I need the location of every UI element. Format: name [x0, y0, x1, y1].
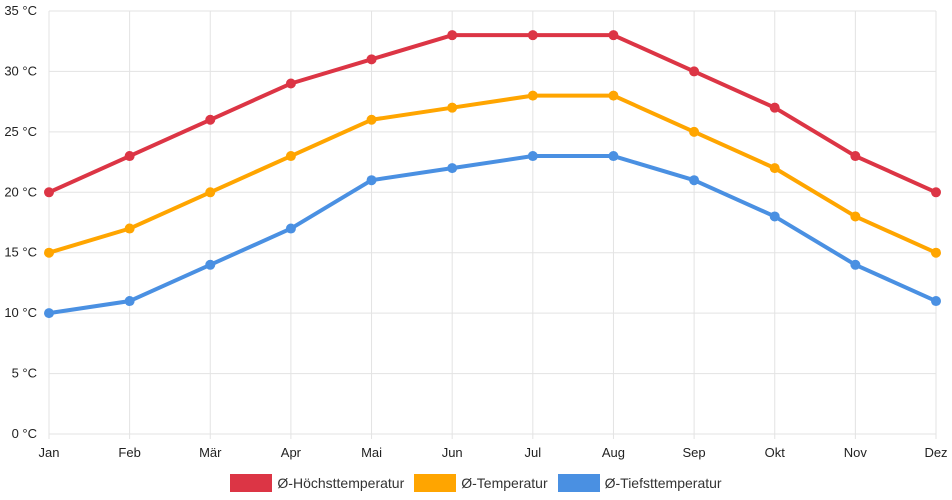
- y-tick-label: 30 °C: [4, 63, 37, 78]
- legend-label-tiefsttemperatur: Ø-Tiefsttemperatur: [604, 475, 722, 491]
- data-point[interactable]: [850, 211, 861, 222]
- data-point[interactable]: [447, 102, 458, 113]
- data-point[interactable]: [527, 90, 538, 101]
- data-point[interactable]: [850, 151, 861, 162]
- x-tick-label: Nov: [844, 445, 868, 460]
- data-point[interactable]: [124, 151, 135, 162]
- data-point[interactable]: [447, 163, 458, 174]
- data-point[interactable]: [447, 30, 458, 41]
- data-point[interactable]: [285, 223, 296, 234]
- series-line-2: [47, 154, 938, 316]
- series-line-0: [47, 33, 938, 195]
- data-point[interactable]: [769, 102, 780, 113]
- data-point[interactable]: [608, 90, 619, 101]
- data-point[interactable]: [689, 126, 700, 137]
- x-tick-label: Dez: [924, 445, 947, 460]
- y-tick-label: 0 °C: [12, 426, 37, 441]
- data-point[interactable]: [931, 247, 941, 258]
- x-tick-label: Okt: [765, 445, 786, 460]
- chart-grid: [48, 10, 937, 439]
- data-point[interactable]: [205, 114, 216, 125]
- data-point[interactable]: [205, 259, 216, 270]
- x-tick-label: Sep: [683, 445, 706, 460]
- x-tick-label: Jan: [39, 445, 60, 460]
- data-point[interactable]: [608, 151, 619, 162]
- x-tick-label: Mär: [199, 445, 222, 460]
- chart-legend: Ø-Höchsttemperatur Ø-Temperatur Ø-Tiefst…: [0, 471, 952, 495]
- data-point[interactable]: [285, 151, 296, 162]
- y-tick-label: 5 °C: [12, 366, 37, 381]
- data-point[interactable]: [44, 187, 54, 198]
- data-point[interactable]: [931, 296, 941, 307]
- y-tick-label: 20 °C: [4, 184, 37, 199]
- x-tick-label: Apr: [281, 445, 302, 460]
- x-tick-label: Mai: [361, 445, 382, 460]
- y-tick-label: 15 °C: [4, 245, 37, 260]
- temperature-line-chart: 0 °C 5 °C 10 °C 15 °C 20 °C 25 °C 30 °C 35 °C J…: [4, 3, 948, 460]
- chart-series: [44, 30, 941, 319]
- y-axis-labels: 0 °C 5 °C 10 °C 15 °C 20 °C 25 °C 30 °C 35 °C: [4, 3, 37, 441]
- data-point[interactable]: [689, 66, 700, 77]
- x-axis-labels: Jan Feb Mär Apr Mai Jun Jul Aug Sep Okt Nov Dez: [39, 445, 948, 460]
- x-tick-label: Aug: [602, 445, 625, 460]
- y-tick-label: 35 °C: [4, 3, 37, 18]
- legend-swatch-temperatur: [414, 474, 457, 492]
- data-point[interactable]: [366, 175, 377, 186]
- data-point[interactable]: [931, 187, 941, 198]
- data-point[interactable]: [769, 163, 780, 174]
- data-point[interactable]: [285, 78, 296, 89]
- legend-item-hoechsttemperatur[interactable]: Ø-Höchsttemperatur: [230, 474, 404, 492]
- legend-item-temperatur[interactable]: Ø-Temperatur: [414, 474, 548, 492]
- data-point[interactable]: [769, 211, 780, 222]
- legend-label-hoechsttemperatur: Ø-Höchsttemperatur: [277, 475, 405, 491]
- data-point[interactable]: [44, 308, 54, 319]
- y-tick-label: 10 °C: [4, 305, 37, 320]
- data-point[interactable]: [205, 187, 216, 198]
- y-tick-label: 25 °C: [4, 124, 37, 139]
- data-point[interactable]: [124, 223, 135, 234]
- data-point[interactable]: [366, 54, 377, 65]
- legend-swatch-hoechsttemperatur: [230, 474, 273, 492]
- data-point[interactable]: [527, 151, 538, 162]
- x-tick-label: Jul: [525, 445, 542, 460]
- legend-swatch-tiefsttemperatur: [557, 474, 600, 492]
- x-tick-label: Feb: [118, 445, 140, 460]
- x-tick-label: Jun: [442, 445, 463, 460]
- legend-label-temperatur: Ø-Temperatur: [461, 475, 548, 491]
- data-point[interactable]: [44, 247, 54, 258]
- data-point[interactable]: [366, 114, 377, 125]
- data-point[interactable]: [527, 30, 538, 41]
- series-line-1: [47, 93, 938, 255]
- data-point[interactable]: [689, 175, 700, 186]
- data-point[interactable]: [608, 30, 619, 41]
- data-point[interactable]: [124, 296, 135, 307]
- legend-item-tiefsttemperatur[interactable]: Ø-Tiefsttemperatur: [557, 474, 722, 492]
- data-point[interactable]: [850, 259, 861, 270]
